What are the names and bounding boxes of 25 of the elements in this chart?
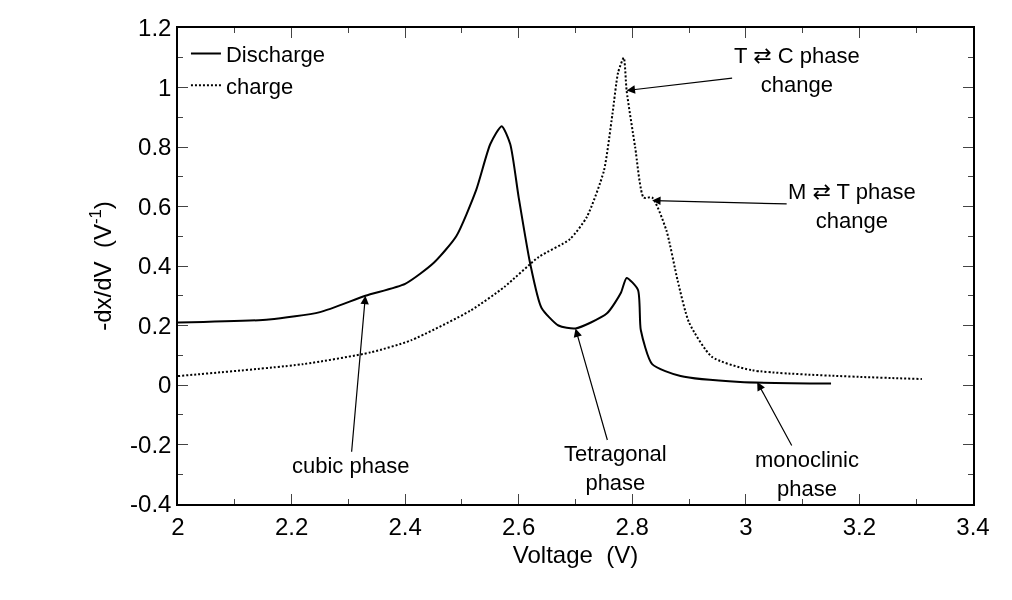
y-tick-label: 0.8: [138, 133, 172, 161]
x-tick-label: 2.6: [502, 512, 536, 540]
y-tick-label: 1: [158, 73, 172, 101]
legend-label: charge: [225, 73, 294, 99]
annotation: T ⇄ C phase change: [734, 43, 860, 97]
x-tick-label: 2.8: [615, 512, 649, 540]
y-tick-label: 0.4: [138, 252, 172, 280]
x-tick-label: 2: [171, 512, 185, 540]
annotation: M ⇄ T phase change: [788, 179, 916, 233]
y-tick-label: 0: [158, 371, 172, 399]
x-tick-label: 3: [739, 512, 753, 540]
y-tick-label: 1.2: [138, 14, 172, 42]
x-axis-title: Voltage (V): [512, 541, 639, 569]
annotation: cubic phase: [292, 453, 410, 478]
x-tick-label: 2.4: [388, 512, 422, 540]
annotation: monoclinic phase: [755, 447, 859, 501]
y-tick-label: -0.2: [130, 430, 172, 458]
x-tick-label: 3.2: [842, 512, 877, 540]
y-tick-label: -0.4: [130, 490, 172, 518]
annotation: Tetragonal phase: [564, 441, 667, 495]
x-tick-label: 3.4: [956, 512, 990, 540]
legend-label: Discharge: [225, 42, 325, 68]
x-tick-label: 2.2: [274, 512, 309, 540]
y-tick-label: 0.6: [138, 192, 172, 220]
y-tick-label: 0.2: [138, 311, 172, 339]
